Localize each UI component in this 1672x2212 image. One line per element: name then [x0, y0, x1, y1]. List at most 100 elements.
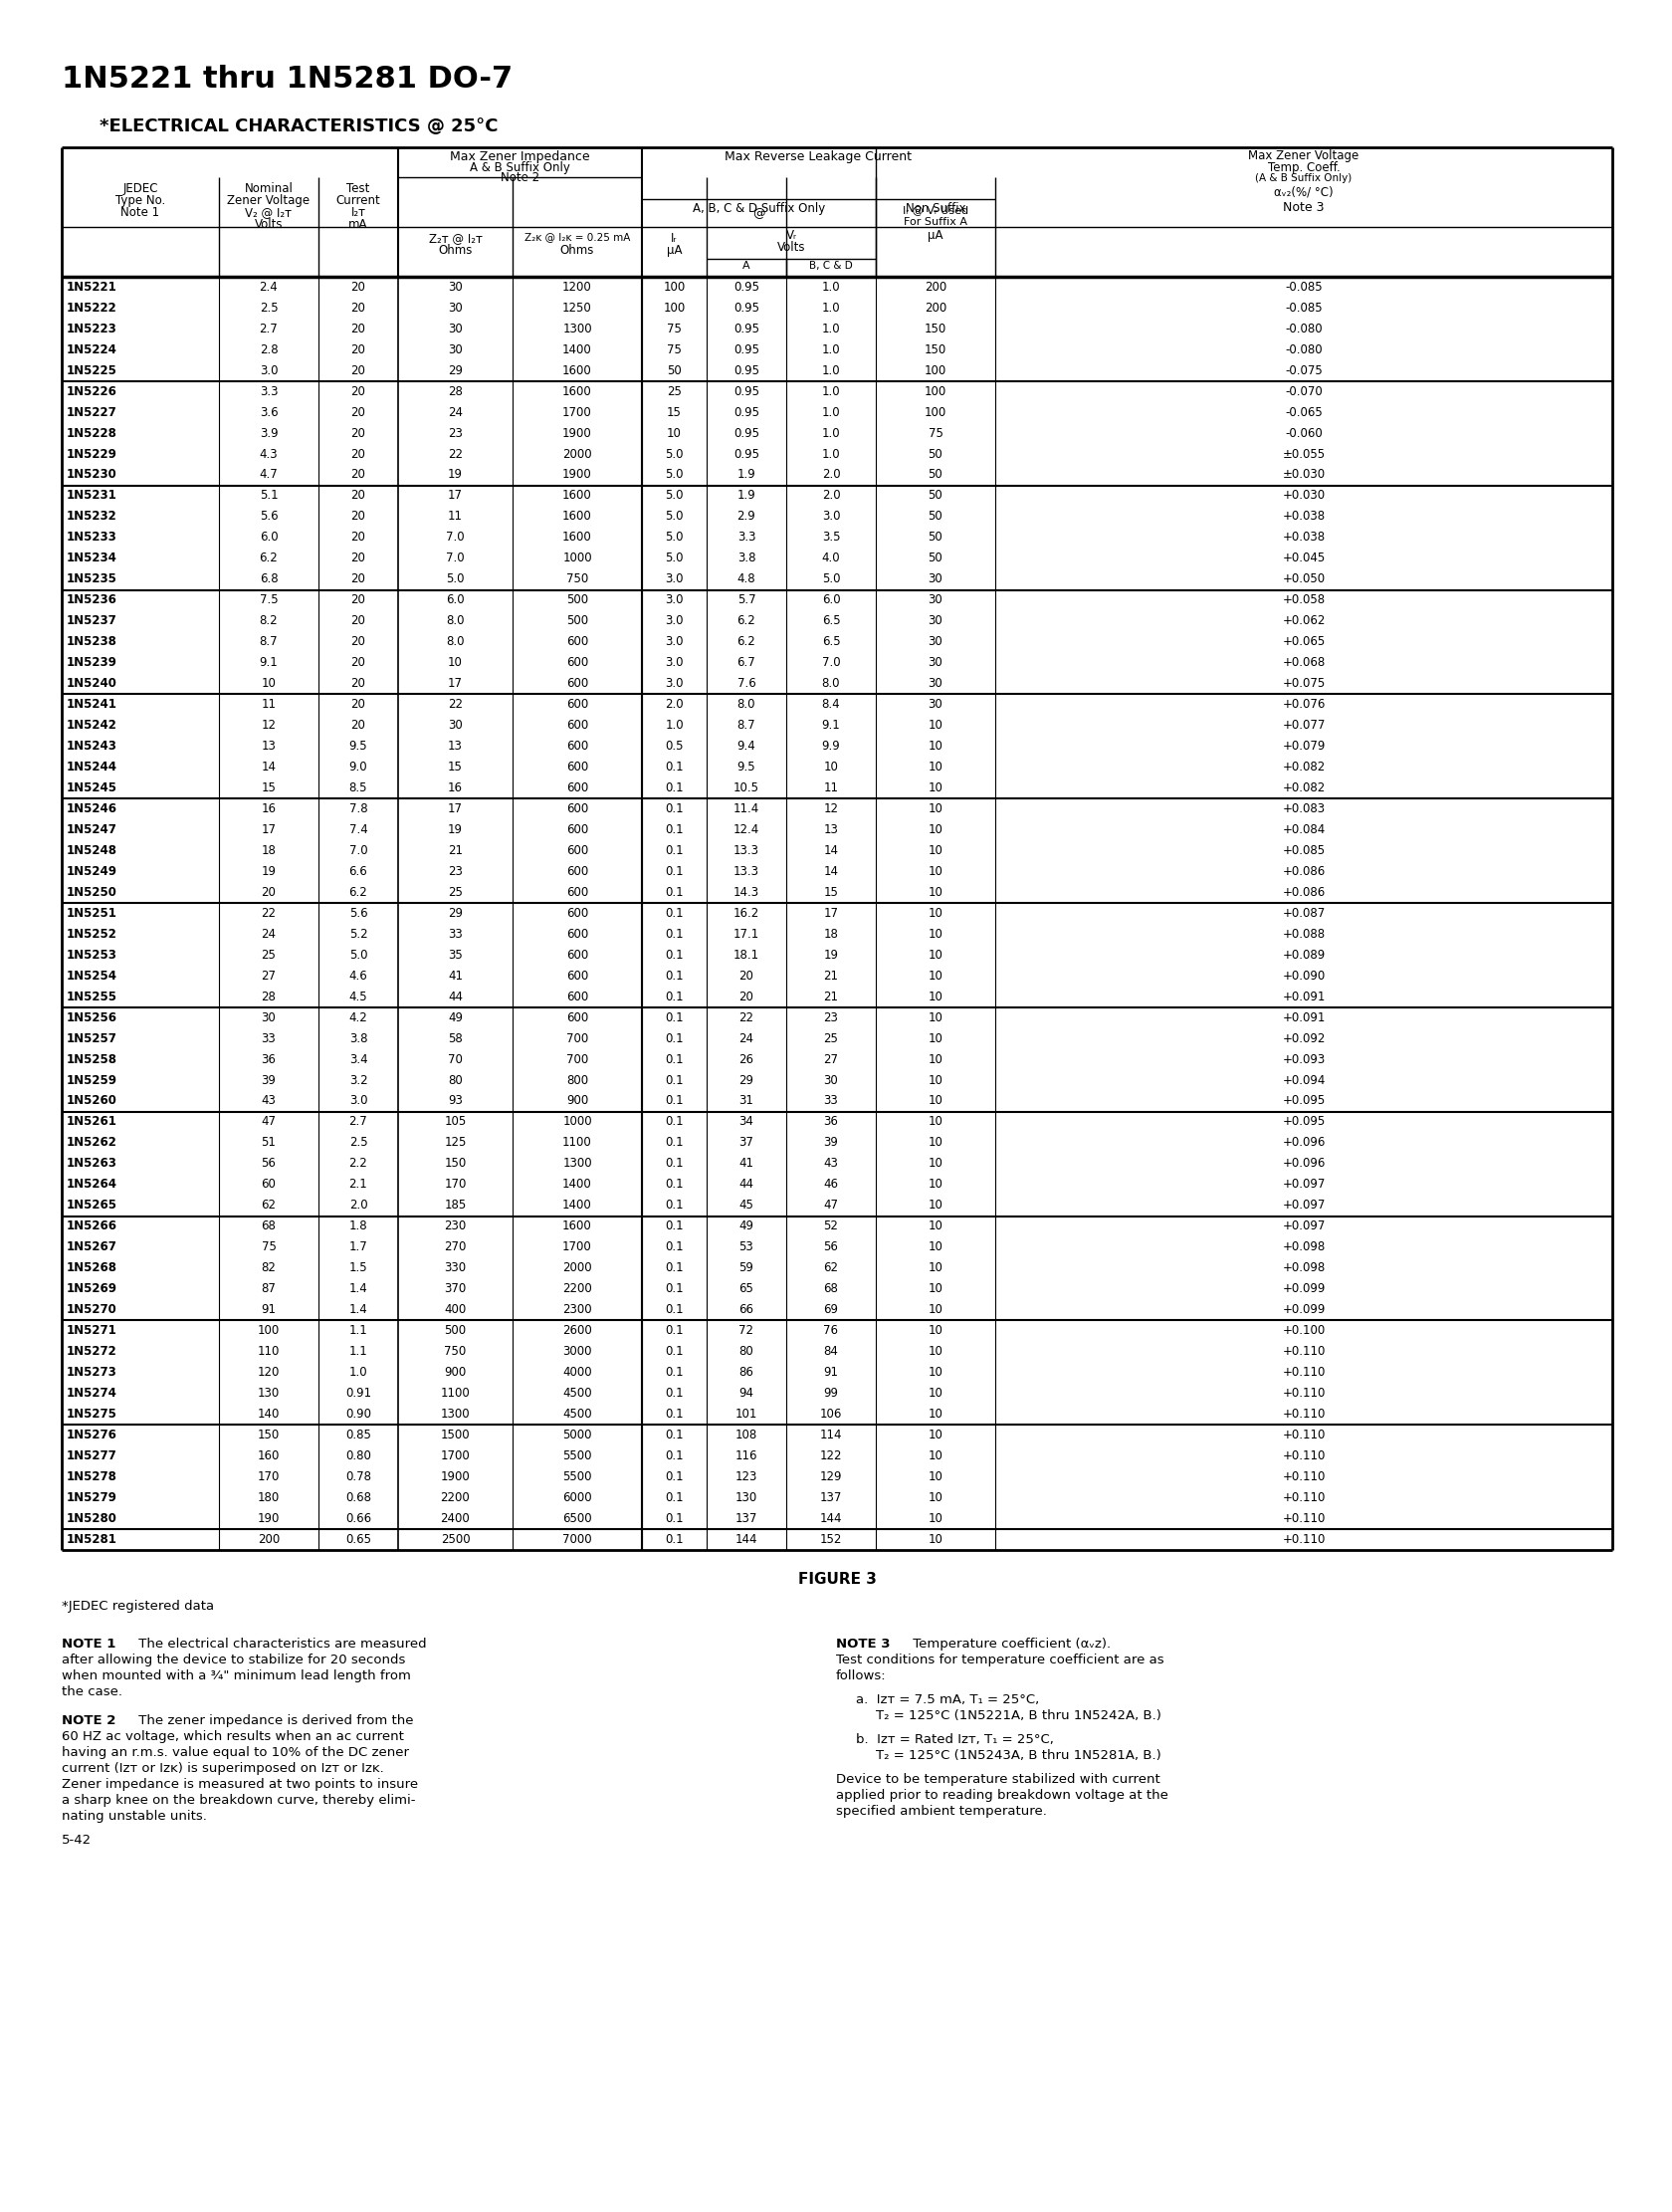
Text: 10: 10 [448, 657, 463, 670]
Text: I₂ᴛ: I₂ᴛ [351, 206, 366, 219]
Text: 2.0: 2.0 [664, 699, 684, 710]
Text: 11: 11 [261, 699, 276, 710]
Text: 170: 170 [445, 1179, 466, 1190]
Text: 3.0: 3.0 [665, 573, 684, 586]
Text: 0.1: 0.1 [664, 1261, 684, 1274]
Text: 30: 30 [261, 1011, 276, 1024]
Text: 1N5224: 1N5224 [67, 343, 117, 356]
Text: 8.0: 8.0 [737, 699, 756, 710]
Text: 34: 34 [739, 1115, 754, 1128]
Text: 1N5239: 1N5239 [67, 657, 117, 670]
Text: 9.0: 9.0 [349, 761, 368, 774]
Text: 1300: 1300 [562, 1157, 592, 1170]
Text: 6.5: 6.5 [821, 615, 839, 628]
Text: A, B, C & D Suffix Only: A, B, C & D Suffix Only [692, 201, 824, 215]
Text: 20: 20 [351, 615, 366, 628]
Text: 15: 15 [261, 781, 276, 794]
Text: Test: Test [346, 181, 370, 195]
Text: 75: 75 [261, 1241, 276, 1254]
Text: 49: 49 [448, 1011, 463, 1024]
Text: 2.7: 2.7 [259, 323, 278, 336]
Text: when mounted with a ¾" minimum lead length from: when mounted with a ¾" minimum lead leng… [62, 1670, 411, 1683]
Text: 9.1: 9.1 [259, 657, 278, 670]
Text: *ELECTRICAL CHARACTERISTICS @ 25°C: *ELECTRICAL CHARACTERISTICS @ 25°C [99, 117, 498, 135]
Text: +0.030: +0.030 [1281, 489, 1324, 502]
Text: 10: 10 [928, 1261, 943, 1274]
Text: -0.060: -0.060 [1284, 427, 1323, 440]
Text: 1N5270: 1N5270 [67, 1303, 117, 1316]
Text: 10: 10 [928, 1073, 943, 1086]
Text: +0.095: +0.095 [1281, 1115, 1324, 1128]
Text: 180: 180 [257, 1491, 279, 1504]
Text: 36: 36 [823, 1115, 838, 1128]
Text: 50: 50 [928, 551, 943, 564]
Text: 3.6: 3.6 [259, 405, 278, 418]
Text: 10: 10 [928, 1157, 943, 1170]
Text: 0.1: 0.1 [664, 927, 684, 940]
Text: 1N5242: 1N5242 [67, 719, 117, 732]
Text: αᵥ₂(%/ °C): αᵥ₂(%/ °C) [1274, 186, 1333, 199]
Text: 22: 22 [448, 447, 463, 460]
Text: 20: 20 [351, 511, 366, 522]
Text: 10: 10 [928, 949, 943, 962]
Text: 1N5268: 1N5268 [67, 1261, 117, 1274]
Text: 270: 270 [445, 1241, 466, 1254]
Text: 1N5252: 1N5252 [67, 927, 117, 940]
Text: 33: 33 [448, 927, 463, 940]
Text: follows:: follows: [836, 1670, 886, 1683]
Text: 5.0: 5.0 [446, 573, 465, 586]
Text: 30: 30 [928, 677, 943, 690]
Text: 50: 50 [928, 511, 943, 522]
Text: 10: 10 [823, 761, 838, 774]
Text: 7.5: 7.5 [259, 593, 278, 606]
Text: -0.085: -0.085 [1284, 301, 1321, 314]
Text: 21: 21 [823, 991, 838, 1002]
Text: 2.9: 2.9 [737, 511, 756, 522]
Text: 0.65: 0.65 [344, 1533, 371, 1546]
Text: 2.0: 2.0 [821, 469, 839, 482]
Text: +0.099: +0.099 [1281, 1303, 1324, 1316]
Text: 12: 12 [823, 803, 838, 816]
Text: NOTE 1: NOTE 1 [62, 1637, 115, 1650]
Text: 50: 50 [928, 469, 943, 482]
Text: 4.7: 4.7 [259, 469, 278, 482]
Text: 185: 185 [445, 1199, 466, 1212]
Text: 24: 24 [448, 405, 463, 418]
Text: Vᵣ: Vᵣ [786, 230, 796, 241]
Text: 17: 17 [448, 489, 463, 502]
Text: +0.110: +0.110 [1281, 1345, 1324, 1358]
Text: +0.110: +0.110 [1281, 1513, 1324, 1524]
Text: 1.0: 1.0 [821, 301, 839, 314]
Text: 20: 20 [351, 301, 366, 314]
Text: 7.0: 7.0 [446, 531, 465, 544]
Text: 3.0: 3.0 [665, 593, 684, 606]
Text: 25: 25 [261, 949, 276, 962]
Text: 60 HZ ac voltage, which results when an ac current: 60 HZ ac voltage, which results when an … [62, 1730, 403, 1743]
Text: +0.110: +0.110 [1281, 1533, 1324, 1546]
Text: 20: 20 [351, 323, 366, 336]
Text: A & B Suffix Only: A & B Suffix Only [470, 161, 570, 175]
Text: NOTE 2: NOTE 2 [62, 1714, 115, 1728]
Text: 0.1: 0.1 [664, 823, 684, 836]
Text: 59: 59 [739, 1261, 754, 1274]
Text: 87: 87 [261, 1283, 276, 1296]
Text: applied prior to reading breakdown voltage at the: applied prior to reading breakdown volta… [836, 1790, 1167, 1803]
Text: 56: 56 [261, 1157, 276, 1170]
Text: 21: 21 [823, 969, 838, 982]
Text: The electrical characteristics are measured: The electrical characteristics are measu… [134, 1637, 426, 1650]
Text: 10: 10 [928, 1011, 943, 1024]
Text: +0.110: +0.110 [1281, 1429, 1324, 1442]
Text: 600: 600 [565, 761, 589, 774]
Text: having an r.m.s. value equal to 10% of the DC zener: having an r.m.s. value equal to 10% of t… [62, 1745, 408, 1759]
Text: 1N5276: 1N5276 [67, 1429, 117, 1442]
Text: 4000: 4000 [562, 1365, 592, 1378]
Text: 0.1: 0.1 [664, 1199, 684, 1212]
Text: 1N5280: 1N5280 [67, 1513, 117, 1524]
Text: 1.0: 1.0 [821, 343, 839, 356]
Text: +0.091: +0.091 [1281, 991, 1324, 1002]
Text: Volts: Volts [776, 241, 804, 254]
Text: 1N5233: 1N5233 [67, 531, 117, 544]
Text: 10: 10 [928, 1471, 943, 1484]
Text: 75: 75 [667, 343, 681, 356]
Text: 10: 10 [928, 1407, 943, 1420]
